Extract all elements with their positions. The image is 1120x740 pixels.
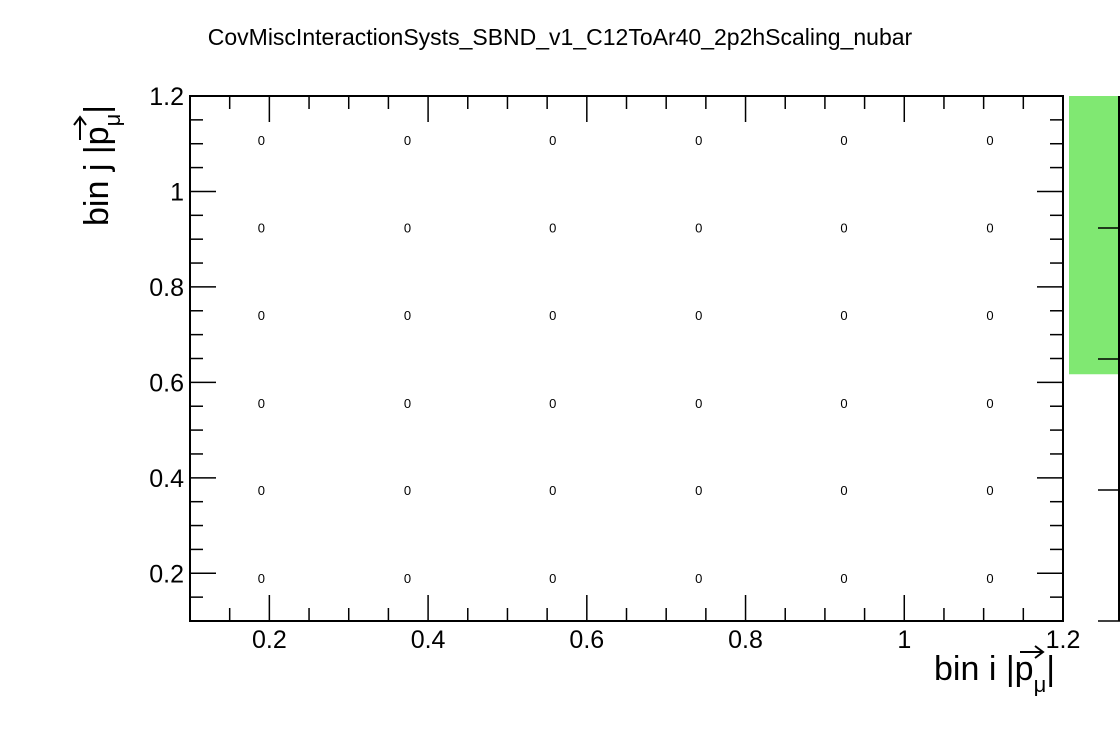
cell-value: 0 [695,483,702,498]
cell-value: 0 [549,483,556,498]
cell-value: 0 [404,308,411,323]
y-axis-vector-arrow-icon [73,115,87,140]
cell-value: 0 [258,308,265,323]
y-axis-tick-labels: 0.2 0.4 0.6 0.8 1 1.2 [149,83,184,588]
y-axis-ticks [190,95,1063,622]
cell-value: 0 [840,571,847,586]
cell-value: 0 [549,308,556,323]
y-axis-title-end: | [78,105,116,114]
cell-value: 0 [258,396,265,411]
y-axis-title-vector: p [78,126,116,145]
cell-value: 0 [549,396,556,411]
x-axis-ticks [189,96,1064,621]
svg-text:bin j |pμ|: bin j |pμ| [78,105,125,226]
cell-value: 0 [986,221,993,236]
cell-value: 0 [404,133,411,148]
plot-frame [189,95,1064,622]
x-axis-title-end: | [1046,650,1055,688]
cell-value: 0 [695,571,702,586]
cell-value: 0 [549,133,556,148]
y-tick-label: 0.2 [149,560,184,588]
y-axis-title-subscript: μ [100,114,125,127]
cell-value: 0 [258,571,265,586]
x-tick-label: 1.2 [1046,626,1081,654]
cell-value: 0 [986,571,993,586]
cell-value: 0 [549,221,556,236]
y-tick-label: 0.6 [149,369,184,397]
x-axis-title-vector: p [1015,650,1034,688]
cell-value: 0 [695,221,702,236]
y-axis-title: bin j |pμ| [73,105,125,226]
cell-value: 0 [404,396,411,411]
x-tick-label: 1 [897,626,911,654]
cell-value: 0 [695,133,702,148]
x-tick-label: 0.6 [569,626,604,654]
cell-value: 0 [258,483,265,498]
cell-value: 0 [258,221,265,236]
x-tick-label: 0.4 [411,626,446,654]
cell-value: 0 [840,133,847,148]
cell-value: 0 [404,483,411,498]
x-axis-vector-arrow-icon [1020,645,1045,659]
y-tick-label: 0.8 [149,274,184,302]
cell-value: 0 [986,483,993,498]
cell-value: 0 [404,571,411,586]
x-axis-title: bin i |pμ| [934,645,1055,697]
chart-title: CovMiscInteractionSysts_SBND_v1_C12ToAr4… [208,24,913,50]
cell-value: 0 [840,308,847,323]
x-tick-label: 0.2 [252,626,287,654]
cell-value: 0 [840,483,847,498]
cell-value: 0 [986,308,993,323]
y-tick-label: 0.4 [149,465,184,493]
cell-value: 0 [404,221,411,236]
y-axis-title-main: bin j | [78,145,116,226]
palette-bar [1069,96,1120,375]
cell-value: 0 [549,571,556,586]
y-tick-label: 1 [170,178,184,206]
svg-text:bin i |pμ|: bin i |pμ| [934,650,1055,697]
x-axis-tick-labels: 0.2 0.4 0.6 0.8 1 1.2 [252,626,1080,654]
cell-value: 0 [695,308,702,323]
cell-value: 0 [695,396,702,411]
cell-value: 0 [258,133,265,148]
x-axis-title-subscript: μ [1034,672,1047,697]
x-axis-title-main: bin i | [934,650,1015,688]
cell-value: 0 [840,396,847,411]
cell-value: 0 [840,221,847,236]
cell-value: 0 [986,396,993,411]
cell-values: 0 0 0 0 0 0 0 0 0 0 0 0 0 0 0 0 0 0 0 0 0 0 0 0 0 0 0 0 0 0 0 0 0 0 0 0 [258,133,994,586]
cell-value: 0 [986,133,993,148]
x-tick-label: 0.8 [728,626,763,654]
y-tick-label: 1.2 [149,83,184,111]
